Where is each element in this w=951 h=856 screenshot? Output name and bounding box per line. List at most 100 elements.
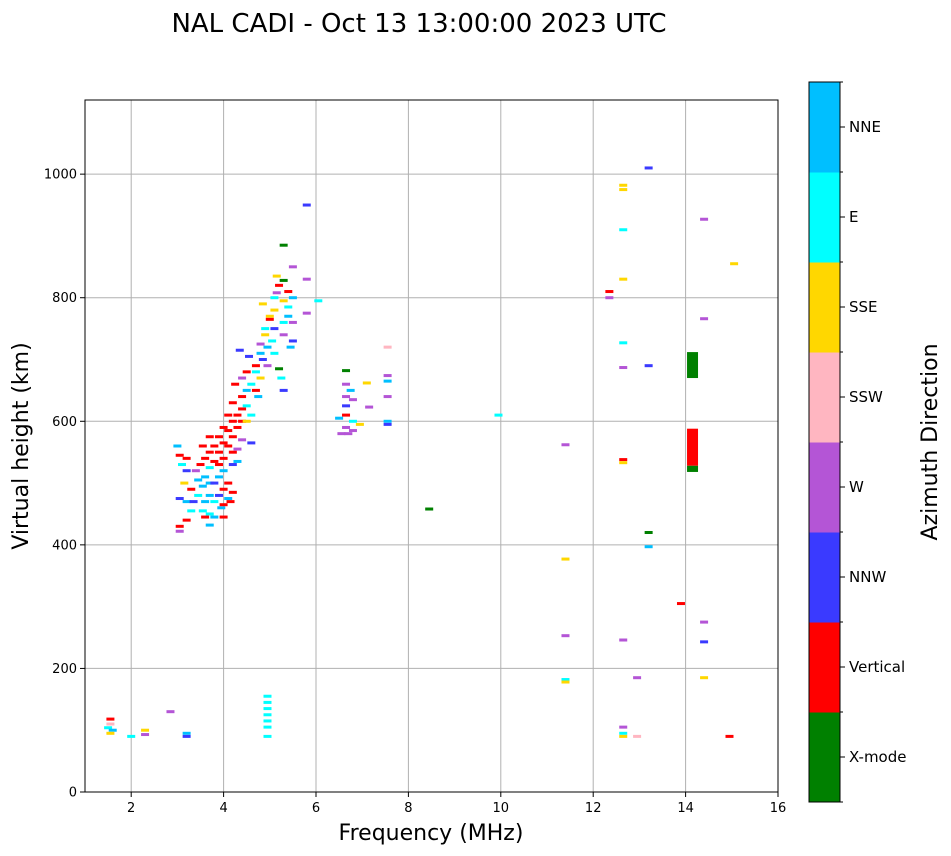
echo-mark bbox=[730, 262, 739, 266]
echo-mark bbox=[228, 490, 237, 494]
echo-mark bbox=[224, 429, 233, 433]
echo-mark bbox=[233, 459, 242, 463]
colorbar-segment bbox=[809, 352, 840, 443]
echo-mark bbox=[251, 364, 260, 368]
echo-mark bbox=[263, 694, 272, 698]
echo-mark bbox=[224, 444, 233, 448]
echo-mark bbox=[644, 531, 653, 534]
colorbar-frame bbox=[808, 81, 841, 803]
x-tick-label: 8 bbox=[404, 801, 412, 816]
y-axis-ticks: 0 200 400 600 800 1000 bbox=[44, 168, 85, 801]
echo-mark bbox=[228, 463, 237, 467]
echo-mark bbox=[270, 327, 279, 331]
echo-mark bbox=[242, 370, 251, 374]
echo-mark bbox=[175, 497, 184, 501]
echo-mark bbox=[231, 382, 240, 386]
echo-mark bbox=[238, 419, 247, 423]
echo-mark bbox=[288, 339, 297, 343]
echo-mark bbox=[644, 364, 653, 368]
echo-mark bbox=[214, 435, 223, 439]
colorbar-segment bbox=[809, 712, 840, 803]
echo-mark bbox=[104, 726, 113, 730]
echo-mark bbox=[194, 478, 203, 482]
echo-mark bbox=[224, 481, 233, 485]
echo-mark bbox=[205, 512, 214, 516]
echo-mark bbox=[238, 376, 247, 380]
echo-mark bbox=[633, 676, 642, 680]
echo-mark bbox=[561, 680, 570, 684]
echo-mark bbox=[676, 602, 685, 606]
echo-mark bbox=[279, 333, 288, 337]
echo-mark bbox=[263, 707, 272, 711]
echo-mark bbox=[279, 388, 288, 392]
echo-mark bbox=[725, 734, 734, 738]
echo-mark bbox=[342, 382, 351, 386]
echo-mark bbox=[242, 388, 251, 392]
echo-mark bbox=[187, 509, 196, 513]
echo-mark bbox=[302, 203, 311, 207]
echo-mark bbox=[182, 731, 191, 735]
echo-mark bbox=[288, 320, 297, 324]
echo-mark bbox=[106, 717, 115, 721]
echo-mark bbox=[256, 351, 265, 355]
x-axis-label: Frequency (MHz) bbox=[339, 821, 524, 846]
y-tick-label: 0 bbox=[69, 786, 77, 801]
echo-mark bbox=[198, 509, 207, 513]
echo-mark bbox=[348, 429, 357, 433]
echo-mark bbox=[383, 419, 392, 423]
echo-mark bbox=[355, 422, 364, 426]
colorbar-tick-label: SSE bbox=[849, 298, 878, 316]
echo-mark bbox=[187, 487, 196, 491]
colorbar-segment bbox=[809, 172, 840, 263]
echo-mark bbox=[346, 388, 355, 392]
echo-mark bbox=[279, 320, 288, 324]
y-tick-label: 600 bbox=[52, 415, 77, 430]
echo-mark bbox=[261, 327, 270, 331]
echo-mark bbox=[383, 345, 392, 349]
echo-mark bbox=[245, 354, 254, 358]
echo-mark bbox=[284, 314, 293, 318]
echo-mark bbox=[265, 314, 274, 318]
echo-mark bbox=[127, 734, 136, 738]
echo-mark bbox=[251, 388, 260, 392]
y-tick-label: 1000 bbox=[44, 168, 77, 183]
echo-mark bbox=[175, 524, 184, 528]
echo-mark bbox=[175, 453, 184, 457]
echo-mark bbox=[247, 413, 256, 417]
echo-mark bbox=[700, 317, 709, 321]
echo-mark bbox=[210, 481, 219, 485]
echo-mark bbox=[700, 620, 709, 624]
echo-mark bbox=[272, 291, 281, 295]
echo-mark bbox=[700, 640, 709, 644]
echo-mark bbox=[365, 405, 374, 409]
echo-mark bbox=[261, 333, 270, 337]
echo-mark bbox=[314, 299, 323, 303]
echo-mark bbox=[198, 444, 207, 448]
echo-mark bbox=[619, 188, 628, 192]
echo-mark bbox=[238, 438, 247, 442]
echo-mark bbox=[201, 456, 210, 460]
echo-mark bbox=[256, 376, 265, 380]
echo-mark bbox=[619, 277, 628, 281]
colorbar-label: Azimuth Direction bbox=[918, 343, 943, 540]
echo-mark bbox=[263, 719, 272, 723]
echo-mark bbox=[210, 444, 219, 448]
echo-mark bbox=[214, 475, 223, 479]
x-axis-ticks: 2 4 6 8 10 12 14 16 bbox=[127, 792, 786, 816]
echo-mark bbox=[605, 290, 614, 294]
echo-mark bbox=[288, 296, 297, 300]
colorbar: X-mode Vertical NNW W SSW SSE E NNE bbox=[808, 81, 906, 803]
echo-mark bbox=[233, 425, 242, 429]
echo-mark bbox=[619, 341, 628, 345]
echo-mark bbox=[228, 450, 237, 454]
echo-mark bbox=[494, 413, 503, 417]
echo-mark bbox=[141, 728, 150, 732]
echo-mark bbox=[279, 243, 288, 247]
echo-mark bbox=[106, 722, 115, 726]
colorbar-segment bbox=[809, 442, 840, 533]
echo-mark bbox=[214, 450, 223, 454]
echo-mark bbox=[214, 463, 223, 467]
echo-mark bbox=[270, 351, 279, 355]
echo-mark bbox=[182, 734, 191, 738]
echo-mark bbox=[242, 404, 251, 408]
